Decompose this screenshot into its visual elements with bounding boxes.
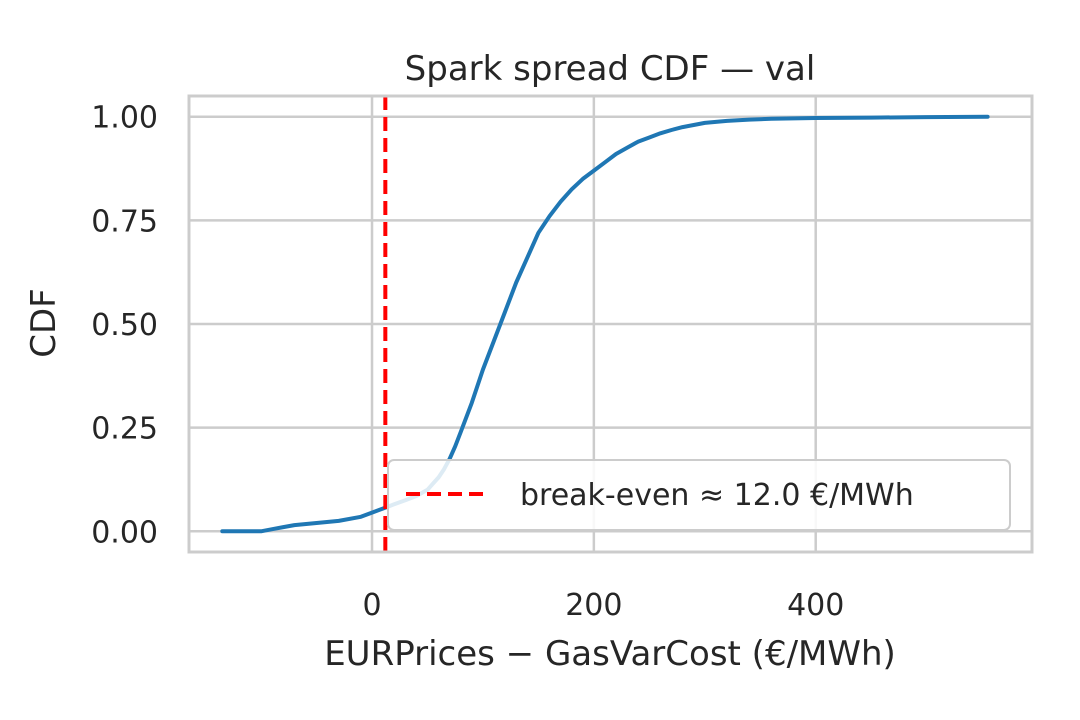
x-axis-ticks: 0 200 400 xyxy=(362,588,844,623)
legend-label-break-even: break-even ≈ 12.0 €/MWh xyxy=(520,478,914,513)
series-layer xyxy=(220,114,990,534)
y-axis-ticks: 0.00 0.25 0.50 0.75 1.00 xyxy=(91,101,158,551)
chart-title: Spark spread CDF — val xyxy=(405,49,816,89)
x-tick-label: 200 xyxy=(565,588,622,623)
x-tick-label: 0 xyxy=(362,588,381,623)
legend-box xyxy=(387,459,1011,531)
x-axis-label: EURPrices − GasVarCost (€/MWh) xyxy=(324,634,896,674)
y-tick-label: 1.00 xyxy=(91,101,158,136)
plot-frame xyxy=(187,94,1034,554)
y-tick-label: 0.75 xyxy=(91,204,158,239)
legend: break-even ≈ 12.0 €/MWh xyxy=(387,459,1011,531)
x-tick-label: 400 xyxy=(787,588,844,623)
y-tick-label: 0.50 xyxy=(91,308,158,343)
y-axis-label: CDF xyxy=(24,288,64,357)
y-tick-label: 0.25 xyxy=(91,412,158,447)
y-tick-label: 0.00 xyxy=(91,515,158,550)
cdf-line xyxy=(220,114,990,534)
